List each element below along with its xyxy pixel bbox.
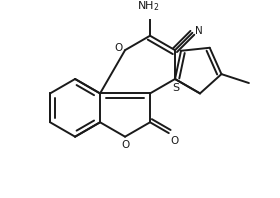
Text: N: N bbox=[195, 26, 203, 36]
Text: S: S bbox=[172, 83, 179, 93]
Text: O: O bbox=[122, 140, 130, 150]
Text: O: O bbox=[114, 43, 122, 53]
Text: O: O bbox=[171, 136, 179, 146]
Text: NH$_2$: NH$_2$ bbox=[137, 0, 160, 13]
